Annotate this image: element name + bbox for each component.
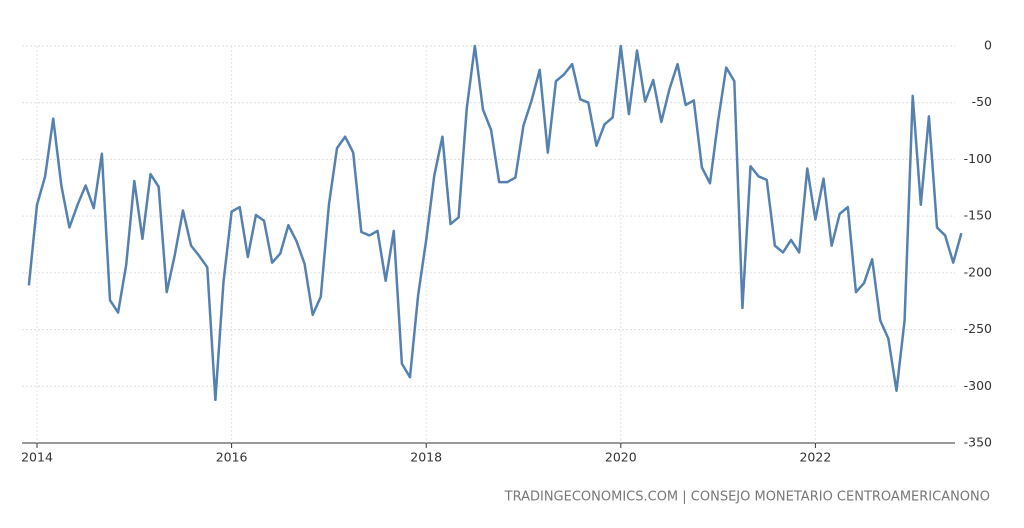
y-tick-label: -250	[964, 321, 992, 336]
source: TRADINGECONOMICS.COM | CONSEJO MONETARIO…	[504, 490, 990, 505]
x-tick-label: 2014	[21, 450, 53, 465]
y-tick-label: -200	[964, 264, 992, 279]
data-line	[27, 44, 963, 402]
y-tick-label: 0	[984, 38, 992, 53]
x-tick-label: 2020	[605, 450, 637, 465]
x-tick-label: 2016	[216, 450, 248, 465]
y-tick-label: -350	[964, 435, 992, 450]
y-tick-label: -150	[964, 208, 992, 223]
x-tick-label: 2018	[410, 450, 442, 465]
y-tick-label: -100	[964, 151, 992, 166]
y-tick-label: -300	[964, 378, 992, 393]
x-tick-label: 2022	[799, 450, 831, 465]
y-tick-label: -50	[972, 94, 992, 109]
